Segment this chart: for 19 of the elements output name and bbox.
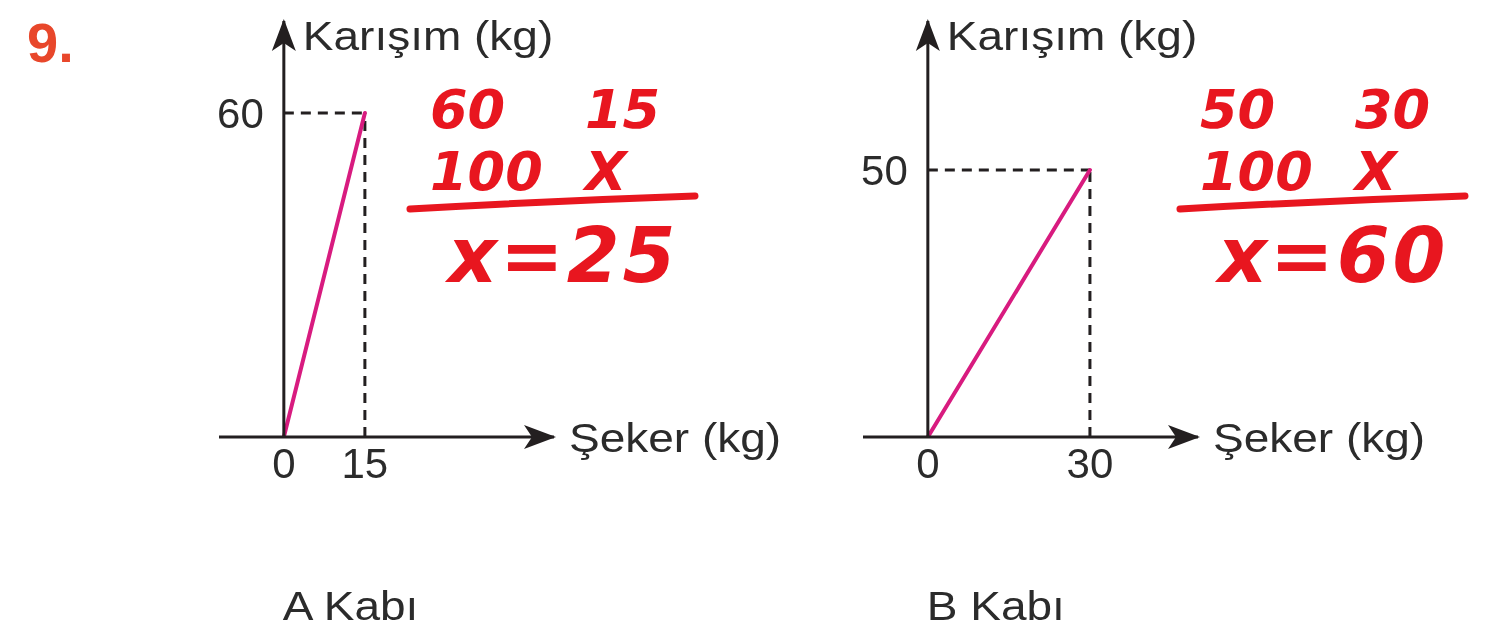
text: 60 15 xyxy=(430,78,661,141)
text: A Kabı xyxy=(282,583,419,629)
text: 50 30 xyxy=(1200,78,1431,141)
x-tick-label: 0 xyxy=(916,440,940,487)
x-tick-label: 30 xyxy=(1066,440,1114,487)
annotation: 60 xyxy=(217,90,264,137)
x-axis-title: Şeker (kg) xyxy=(569,415,782,461)
x-tick-label: 0 xyxy=(272,440,296,487)
text: 100 X xyxy=(1200,140,1399,203)
annotation: 50 xyxy=(861,147,908,194)
x-tick-label: 15 xyxy=(341,440,389,487)
text: x=60 xyxy=(1214,211,1449,300)
text: B Kabı xyxy=(926,583,1065,629)
annotation: 100 X xyxy=(430,140,629,203)
x-axis-title: Şeker (kg) xyxy=(1213,415,1426,461)
y-axis-title: Karışım (kg) xyxy=(946,13,1198,59)
annotation: x=25 xyxy=(444,211,679,300)
chart-title: 9. xyxy=(27,11,74,74)
y-axis-title: Karışım (kg) xyxy=(302,13,554,59)
